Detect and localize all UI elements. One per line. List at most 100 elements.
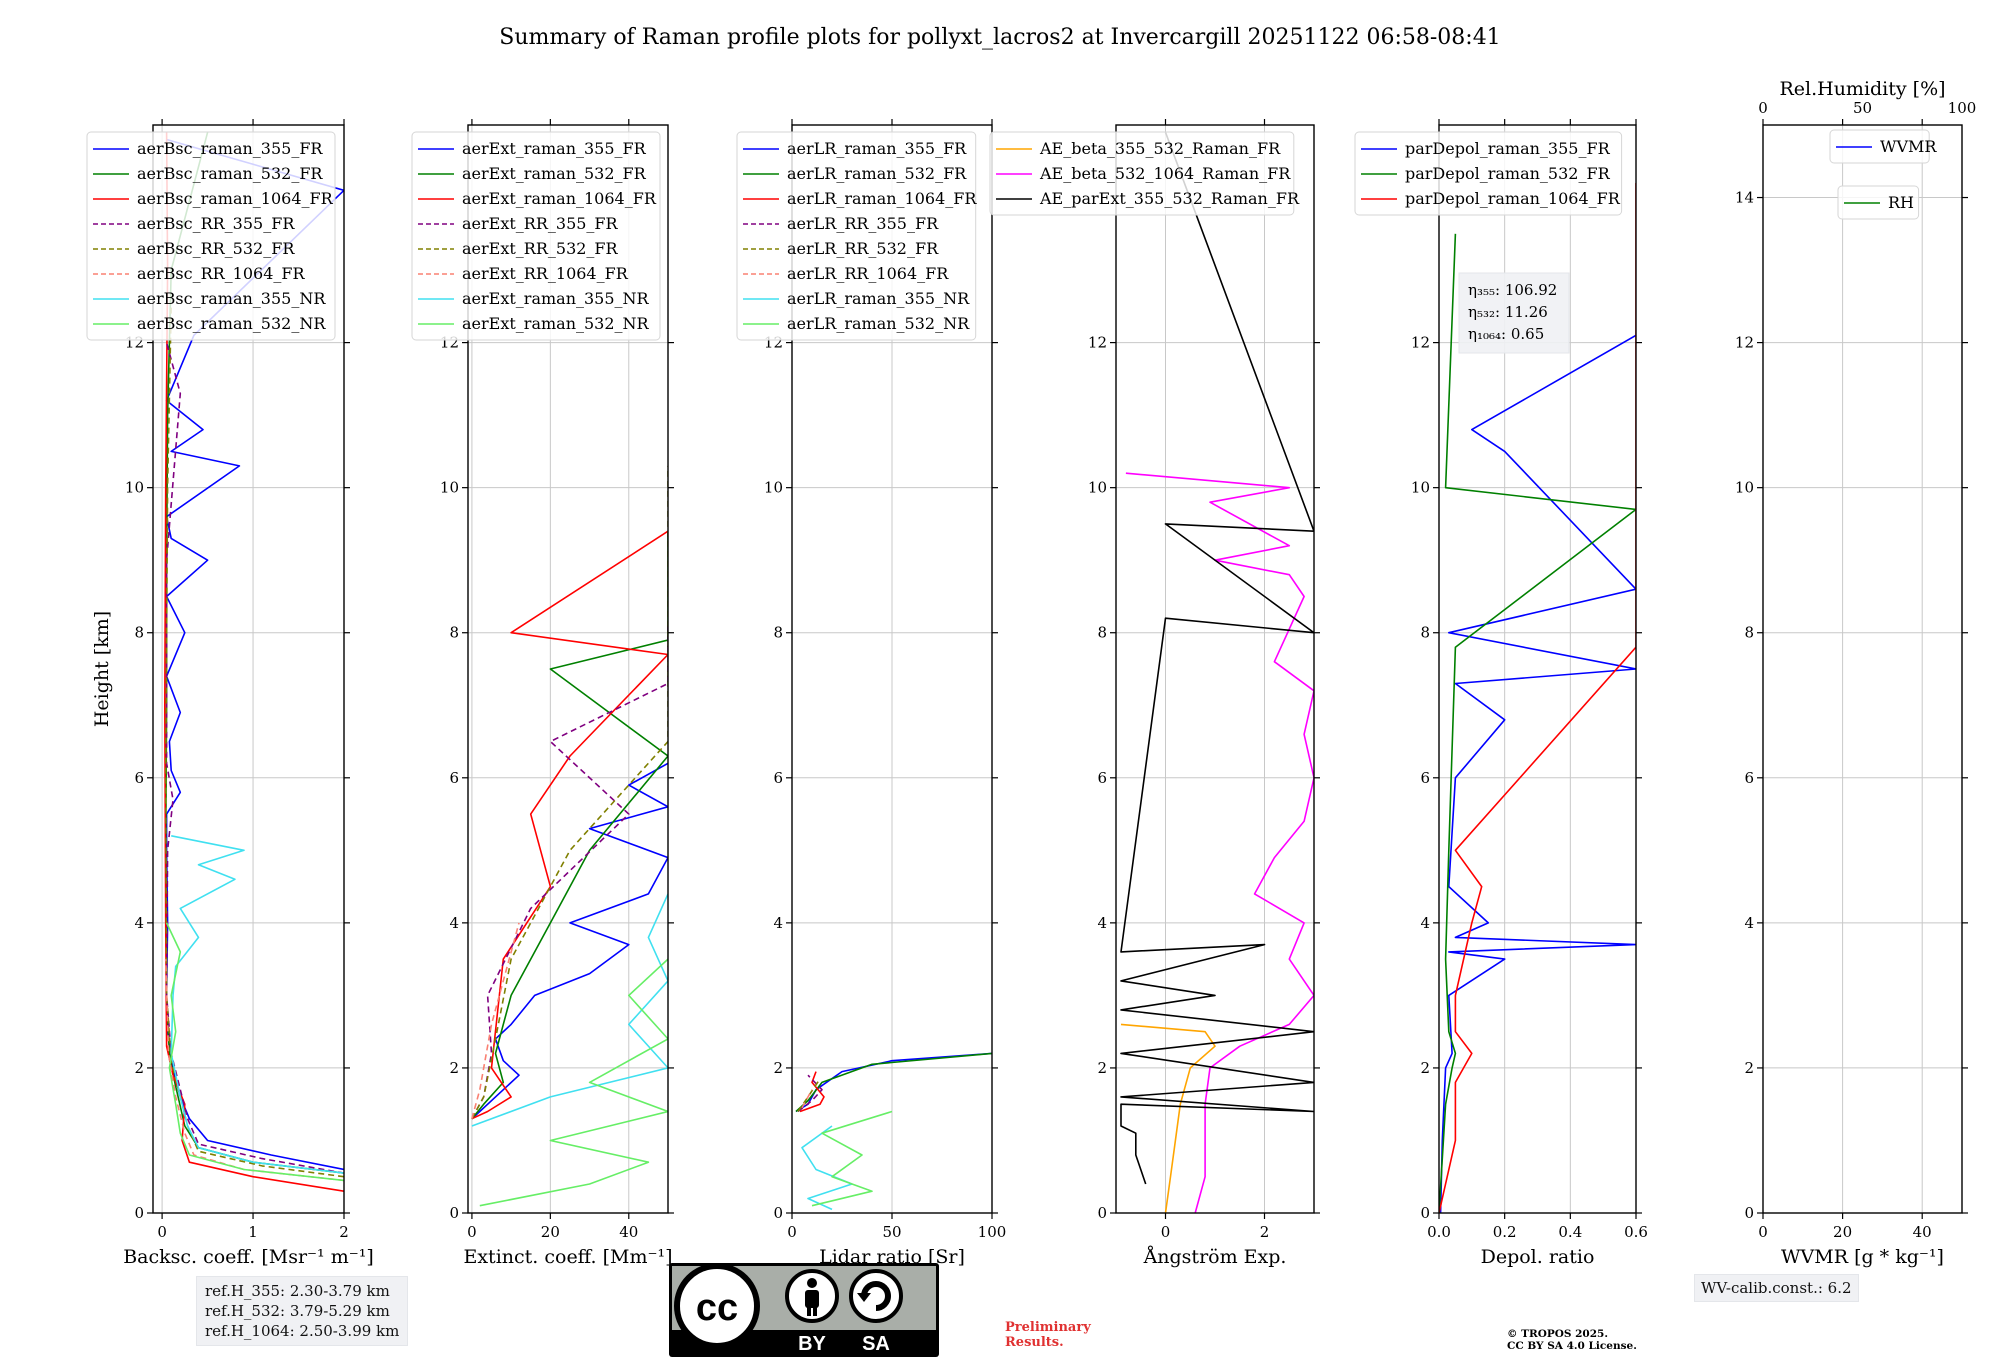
legend-entry-pardepol-raman-532-fr: parDepol_raman_532_FR — [1405, 164, 1611, 183]
legend-wv: WVMR — [1829, 129, 1937, 164]
legend-frame — [1354, 131, 1623, 216]
series-group — [1120, 132, 1314, 1213]
x-tick-label: 2 — [339, 1223, 349, 1241]
x-tick-label: 2 — [1260, 1223, 1270, 1241]
x-axis-label: Backsc. coeff. [Msr⁻¹ m⁻¹] — [123, 1246, 374, 1268]
legend-entry-aerext-rr-532-fr: aerExt_RR_532_FR — [462, 239, 619, 258]
legend-entry-aerlr-raman-355-nr: aerLR_raman_355_NR — [787, 289, 970, 308]
y-tick-label: 6 — [1744, 769, 1754, 787]
y-tick-label: 8 — [1097, 624, 1107, 642]
y-tick-label: 8 — [134, 624, 144, 642]
share-alike-icon — [849, 1269, 903, 1323]
legend-entry-aerext-raman-1064-fr: aerExt_raman_1064_FR — [462, 189, 657, 208]
series-aerbsc-raman-355-nr — [170, 835, 344, 1174]
x-tick-label: 20 — [1833, 1223, 1852, 1241]
y-tick-label: 10 — [1735, 479, 1754, 497]
series-group — [795, 1052, 992, 1211]
legend-frame — [411, 131, 661, 341]
wv-calibration-box: WV-calib.const.: 6.2 — [1694, 1274, 1859, 1302]
x-tick-label: 0 — [467, 1223, 477, 1241]
legend-frame — [736, 131, 977, 341]
by-label: BY — [798, 1333, 826, 1355]
axes-frame — [1438, 124, 1637, 1214]
legend-entry-ae-beta-532-1064-raman-fr: AE_beta_532_1064_Raman_FR — [1039, 164, 1291, 183]
legend-entry-rh: RH — [1888, 193, 1914, 212]
y-tick-label: 4 — [773, 914, 783, 932]
ref-height-355: ref.H_355: 2.30-3.79 km — [205, 1282, 390, 1300]
copyright-note: © TROPOS 2025. CC BY SA 4.0 License. — [1507, 1328, 1637, 1352]
wv-calibration-text: WV-calib.const.: 6.2 — [1701, 1279, 1852, 1297]
x-tick-label: 40 — [1913, 1223, 1932, 1241]
x-tick-label: 0.2 — [1493, 1223, 1517, 1241]
series-aerlr-rr-532-fr — [797, 1078, 821, 1112]
series-aerext-rr-1064-fr — [471, 922, 520, 1119]
top-x-tick-label: 100 — [1948, 99, 1977, 117]
top-x-tick-label: 0 — [1758, 99, 1768, 117]
axes-frame — [1115, 124, 1315, 1214]
y-tick-label: 8 — [1420, 624, 1430, 642]
x-tick-label: 0.6 — [1624, 1223, 1648, 1241]
legend-entry-aerlr-raman-532-fr: aerLR_raman_532_FR — [787, 164, 967, 183]
series-aerext-raman-1064-fr — [471, 530, 668, 1120]
x-axis-label: Lidar ratio [Sr] — [819, 1246, 965, 1268]
series-aerbsc-rr-532-fr — [164, 306, 344, 1178]
ref-height-1064: ref.H_1064: 2.50-3.99 km — [205, 1322, 400, 1340]
y-tick-label: 8 — [449, 624, 459, 642]
x-tick-label: 1 — [248, 1223, 258, 1241]
reference-height-box: ref.H_355: 2.30-3.79 km ref.H_532: 3.79-… — [196, 1276, 409, 1346]
y-tick-label: 4 — [1744, 914, 1754, 932]
series-aerlr-raman-532-nr — [811, 1110, 893, 1207]
series-pardepol-raman-532-fr — [1439, 233, 1636, 1213]
legend-entry-aerlr-raman-355-fr: aerLR_raman_355_FR — [787, 139, 967, 158]
legend-entry-aerbsc-rr-355-fr: aerBsc_RR_355_FR — [137, 214, 295, 233]
series-aerext-rr-532-fr — [471, 465, 668, 1120]
x-axis-label: Ångström Exp. — [1143, 1246, 1287, 1268]
series-ae-parext-355-532-raman-fr — [1120, 132, 1314, 1185]
y-tick-label: 2 — [1744, 1059, 1754, 1077]
legend-entry-pardepol-raman-1064-fr: parDepol_raman_1064_FR — [1405, 189, 1621, 208]
x-tick-label: 20 — [541, 1223, 560, 1241]
y-tick-label: 2 — [1097, 1059, 1107, 1077]
legend-bsc: aerBsc_raman_355_FR aerBsc_raman_532_FRae… — [86, 131, 336, 341]
y-tick-label: 10 — [1411, 479, 1430, 497]
y-tick-label: 10 — [125, 479, 144, 497]
series-aerext-raman-532-nr — [479, 958, 668, 1207]
y-tick-label: 2 — [134, 1059, 144, 1077]
series-aerext-raman-532-fr — [471, 531, 668, 1120]
legend-frame — [1829, 129, 1930, 164]
series-pardepol-raman-355-fr — [1439, 334, 1636, 1213]
y-tick-label: 6 — [1420, 769, 1430, 787]
y-tick-label: 2 — [1420, 1059, 1430, 1077]
x-tick-label: 40 — [619, 1223, 638, 1241]
legend-entry-aerext-rr-355-fr: aerExt_RR_355_FR — [462, 214, 619, 233]
x-axis-label: Depol. ratio — [1481, 1246, 1595, 1268]
copyright-line-1: © TROPOS 2025. — [1507, 1328, 1609, 1340]
y-tick-label: 12 — [1411, 334, 1430, 352]
y-tick-label: 4 — [1097, 914, 1107, 932]
legend-entry-aerext-raman-355-fr: aerExt_raman_355_FR — [462, 139, 647, 158]
annotation-frame — [1458, 272, 1570, 354]
top-x-tick-label: 50 — [1853, 99, 1872, 117]
y-tick-label: 6 — [449, 769, 459, 787]
y-tick-label: 0 — [1420, 1204, 1430, 1222]
series-pardepol-raman-1064-fr — [1439, 183, 1636, 1213]
depol-calibration-box: η₃₅₅: 106.92 η₅₃₂: 11.26 η₁₀₆₄: 0.65 — [1458, 272, 1570, 354]
legend-entry-aerbsc-raman-355-nr: aerBsc_raman_355_NR — [137, 289, 326, 308]
x-tick-label: 0 — [1161, 1223, 1171, 1241]
series-aerbsc-raman-532-nr — [165, 922, 344, 1182]
legend-entry-aerext-rr-1064-fr: aerExt_RR_1064_FR — [462, 264, 629, 283]
legend-entry-aerbsc-raman-532-nr: aerBsc_raman_532_NR — [137, 314, 326, 333]
legend-entry-wvmr: WVMR — [1880, 137, 1937, 156]
y-tick-label: 10 — [440, 479, 459, 497]
series-aerext-rr-355-fr — [471, 625, 668, 1120]
y-tick-label: 12 — [1088, 334, 1107, 352]
x-axis-label: WVMR [g * kg⁻¹] — [1781, 1246, 1944, 1268]
legend-entry-aerext-raman-355-nr: aerExt_raman_355_NR — [462, 289, 650, 308]
x-tick-label: 0.4 — [1558, 1223, 1582, 1241]
legend-ae: AE_beta_355_532_Raman_FR AE_beta_532_1064… — [989, 131, 1300, 216]
legend-entry-aerlr-raman-1064-fr: aerLR_raman_1064_FR — [787, 189, 977, 208]
legend-entry-aerbsc-raman-355-fr: aerBsc_raman_355_FR — [137, 139, 323, 158]
legend-depol: parDepol_raman_355_FR parDepol_raman_532_… — [1354, 131, 1623, 216]
